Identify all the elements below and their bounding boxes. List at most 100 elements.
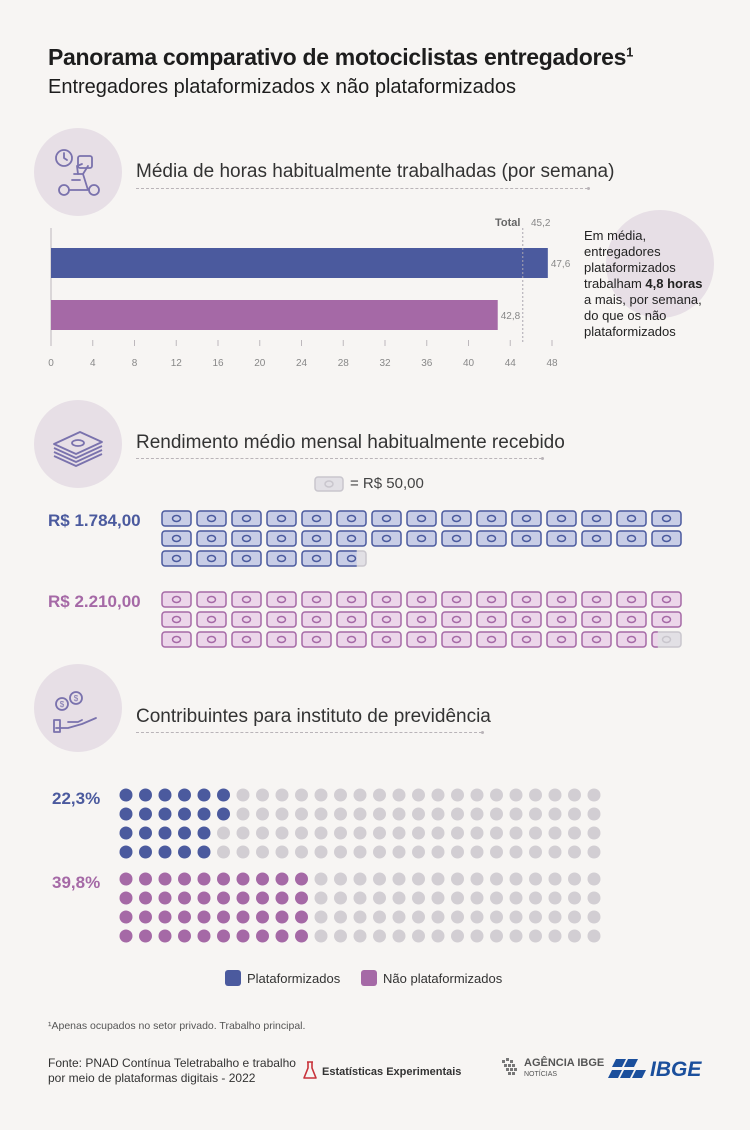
- note-circle: [606, 210, 714, 318]
- dot-empty: [431, 891, 445, 905]
- page-subtitle: Entregadores plataformizados x não plata…: [48, 76, 517, 98]
- bar: [51, 300, 498, 330]
- dot-empty: [548, 845, 562, 859]
- dot-empty: [373, 845, 386, 859]
- dot-empty: [353, 807, 367, 821]
- total-label: Total: [495, 217, 521, 229]
- dot-empty: [509, 845, 523, 859]
- dot-empty: [353, 845, 367, 859]
- dot-filled: [217, 807, 230, 821]
- dot-filled: [236, 910, 250, 924]
- dot-empty: [392, 845, 406, 859]
- banknote: [161, 530, 192, 547]
- banknote: [371, 591, 402, 608]
- dot-empty: [509, 872, 523, 886]
- footnote: ¹Apenas ocupados no setor privado. Traba…: [48, 1020, 306, 1032]
- banknote: [511, 591, 542, 608]
- x-tick-label: 40: [463, 358, 475, 369]
- banknote: [406, 530, 437, 547]
- banknote: [371, 631, 402, 648]
- dot-filled: [197, 845, 211, 859]
- rule-dot: [481, 731, 484, 734]
- dot-empty: [451, 788, 464, 802]
- legend-label-nao-plat: Não plataformizados: [383, 971, 503, 986]
- banknote: [511, 611, 542, 628]
- banknote: [336, 530, 367, 547]
- unit-legend: = R$ 50,00: [350, 475, 424, 492]
- dot-empty: [334, 929, 347, 943]
- banknote: [651, 530, 682, 547]
- dot-empty: [314, 891, 328, 905]
- dot-empty: [451, 845, 464, 859]
- dot-filled: [295, 872, 308, 886]
- dot-empty: [451, 910, 464, 924]
- ibge-logo-icon: [608, 1059, 646, 1078]
- dot-empty: [587, 807, 601, 821]
- dot-empty: [509, 910, 523, 924]
- income-nao-plat-pictogram: [161, 591, 682, 648]
- banknote: [196, 631, 227, 648]
- x-tick-label: 36: [421, 358, 433, 369]
- banknote: [476, 631, 507, 648]
- section-icon-circle: [34, 400, 122, 488]
- dot-empty: [470, 929, 484, 943]
- banknote: [441, 631, 472, 648]
- dot-filled: [178, 872, 191, 886]
- dot-empty: [470, 807, 484, 821]
- x-tick-label: 44: [505, 358, 517, 369]
- dot-filled: [139, 910, 152, 924]
- dot-empty: [490, 845, 503, 859]
- x-tick-label: 16: [212, 358, 224, 369]
- dot-empty: [509, 891, 523, 905]
- dot-filled: [139, 929, 152, 943]
- banknote: [476, 530, 507, 547]
- dot-empty: [548, 788, 562, 802]
- dot-filled: [197, 872, 211, 886]
- dot-empty: [275, 826, 289, 840]
- dot-empty: [373, 826, 386, 840]
- dot-empty: [295, 788, 308, 802]
- source: Fonte: PNAD Contínua Teletrabalho e trab…: [48, 1056, 296, 1085]
- dot-empty: [353, 872, 367, 886]
- income-plat-value: R$ 1.784,00: [48, 511, 141, 530]
- dot-filled: [139, 788, 152, 802]
- dot-empty: [275, 845, 289, 859]
- dot-filled: [275, 891, 289, 905]
- dot-filled: [275, 910, 289, 924]
- banknote: [581, 611, 612, 628]
- pension-nao-plat-dots: [119, 872, 601, 943]
- dot-empty: [334, 891, 347, 905]
- dot-empty: [353, 910, 367, 924]
- dot-empty: [587, 891, 601, 905]
- dot-empty: [295, 826, 308, 840]
- dot-empty: [236, 807, 250, 821]
- income-plat-pictogram: [161, 510, 682, 567]
- dot-empty: [587, 910, 601, 924]
- banknote: [581, 510, 612, 527]
- dot-empty: [334, 826, 347, 840]
- banknote: [161, 510, 192, 527]
- banknote: [616, 611, 647, 628]
- dot-empty: [548, 826, 562, 840]
- dot-empty: [470, 788, 484, 802]
- dot-empty: [373, 788, 386, 802]
- dot-filled: [158, 910, 172, 924]
- banknote: [336, 550, 367, 567]
- dot-filled: [256, 872, 269, 886]
- dot-empty: [490, 910, 503, 924]
- dot-empty: [548, 872, 562, 886]
- dot-filled: [178, 891, 191, 905]
- section-icon-circle: [34, 664, 122, 752]
- dot-empty: [334, 910, 347, 924]
- dot-empty: [256, 807, 269, 821]
- dot-empty: [217, 826, 230, 840]
- banknote: [231, 611, 262, 628]
- dot-empty: [548, 891, 562, 905]
- dot-empty: [431, 845, 445, 859]
- dot-empty: [451, 826, 464, 840]
- dot-filled: [295, 910, 308, 924]
- banknote: [476, 510, 507, 527]
- dot-empty: [334, 807, 347, 821]
- banknote: [581, 631, 612, 648]
- dot-empty: [256, 788, 269, 802]
